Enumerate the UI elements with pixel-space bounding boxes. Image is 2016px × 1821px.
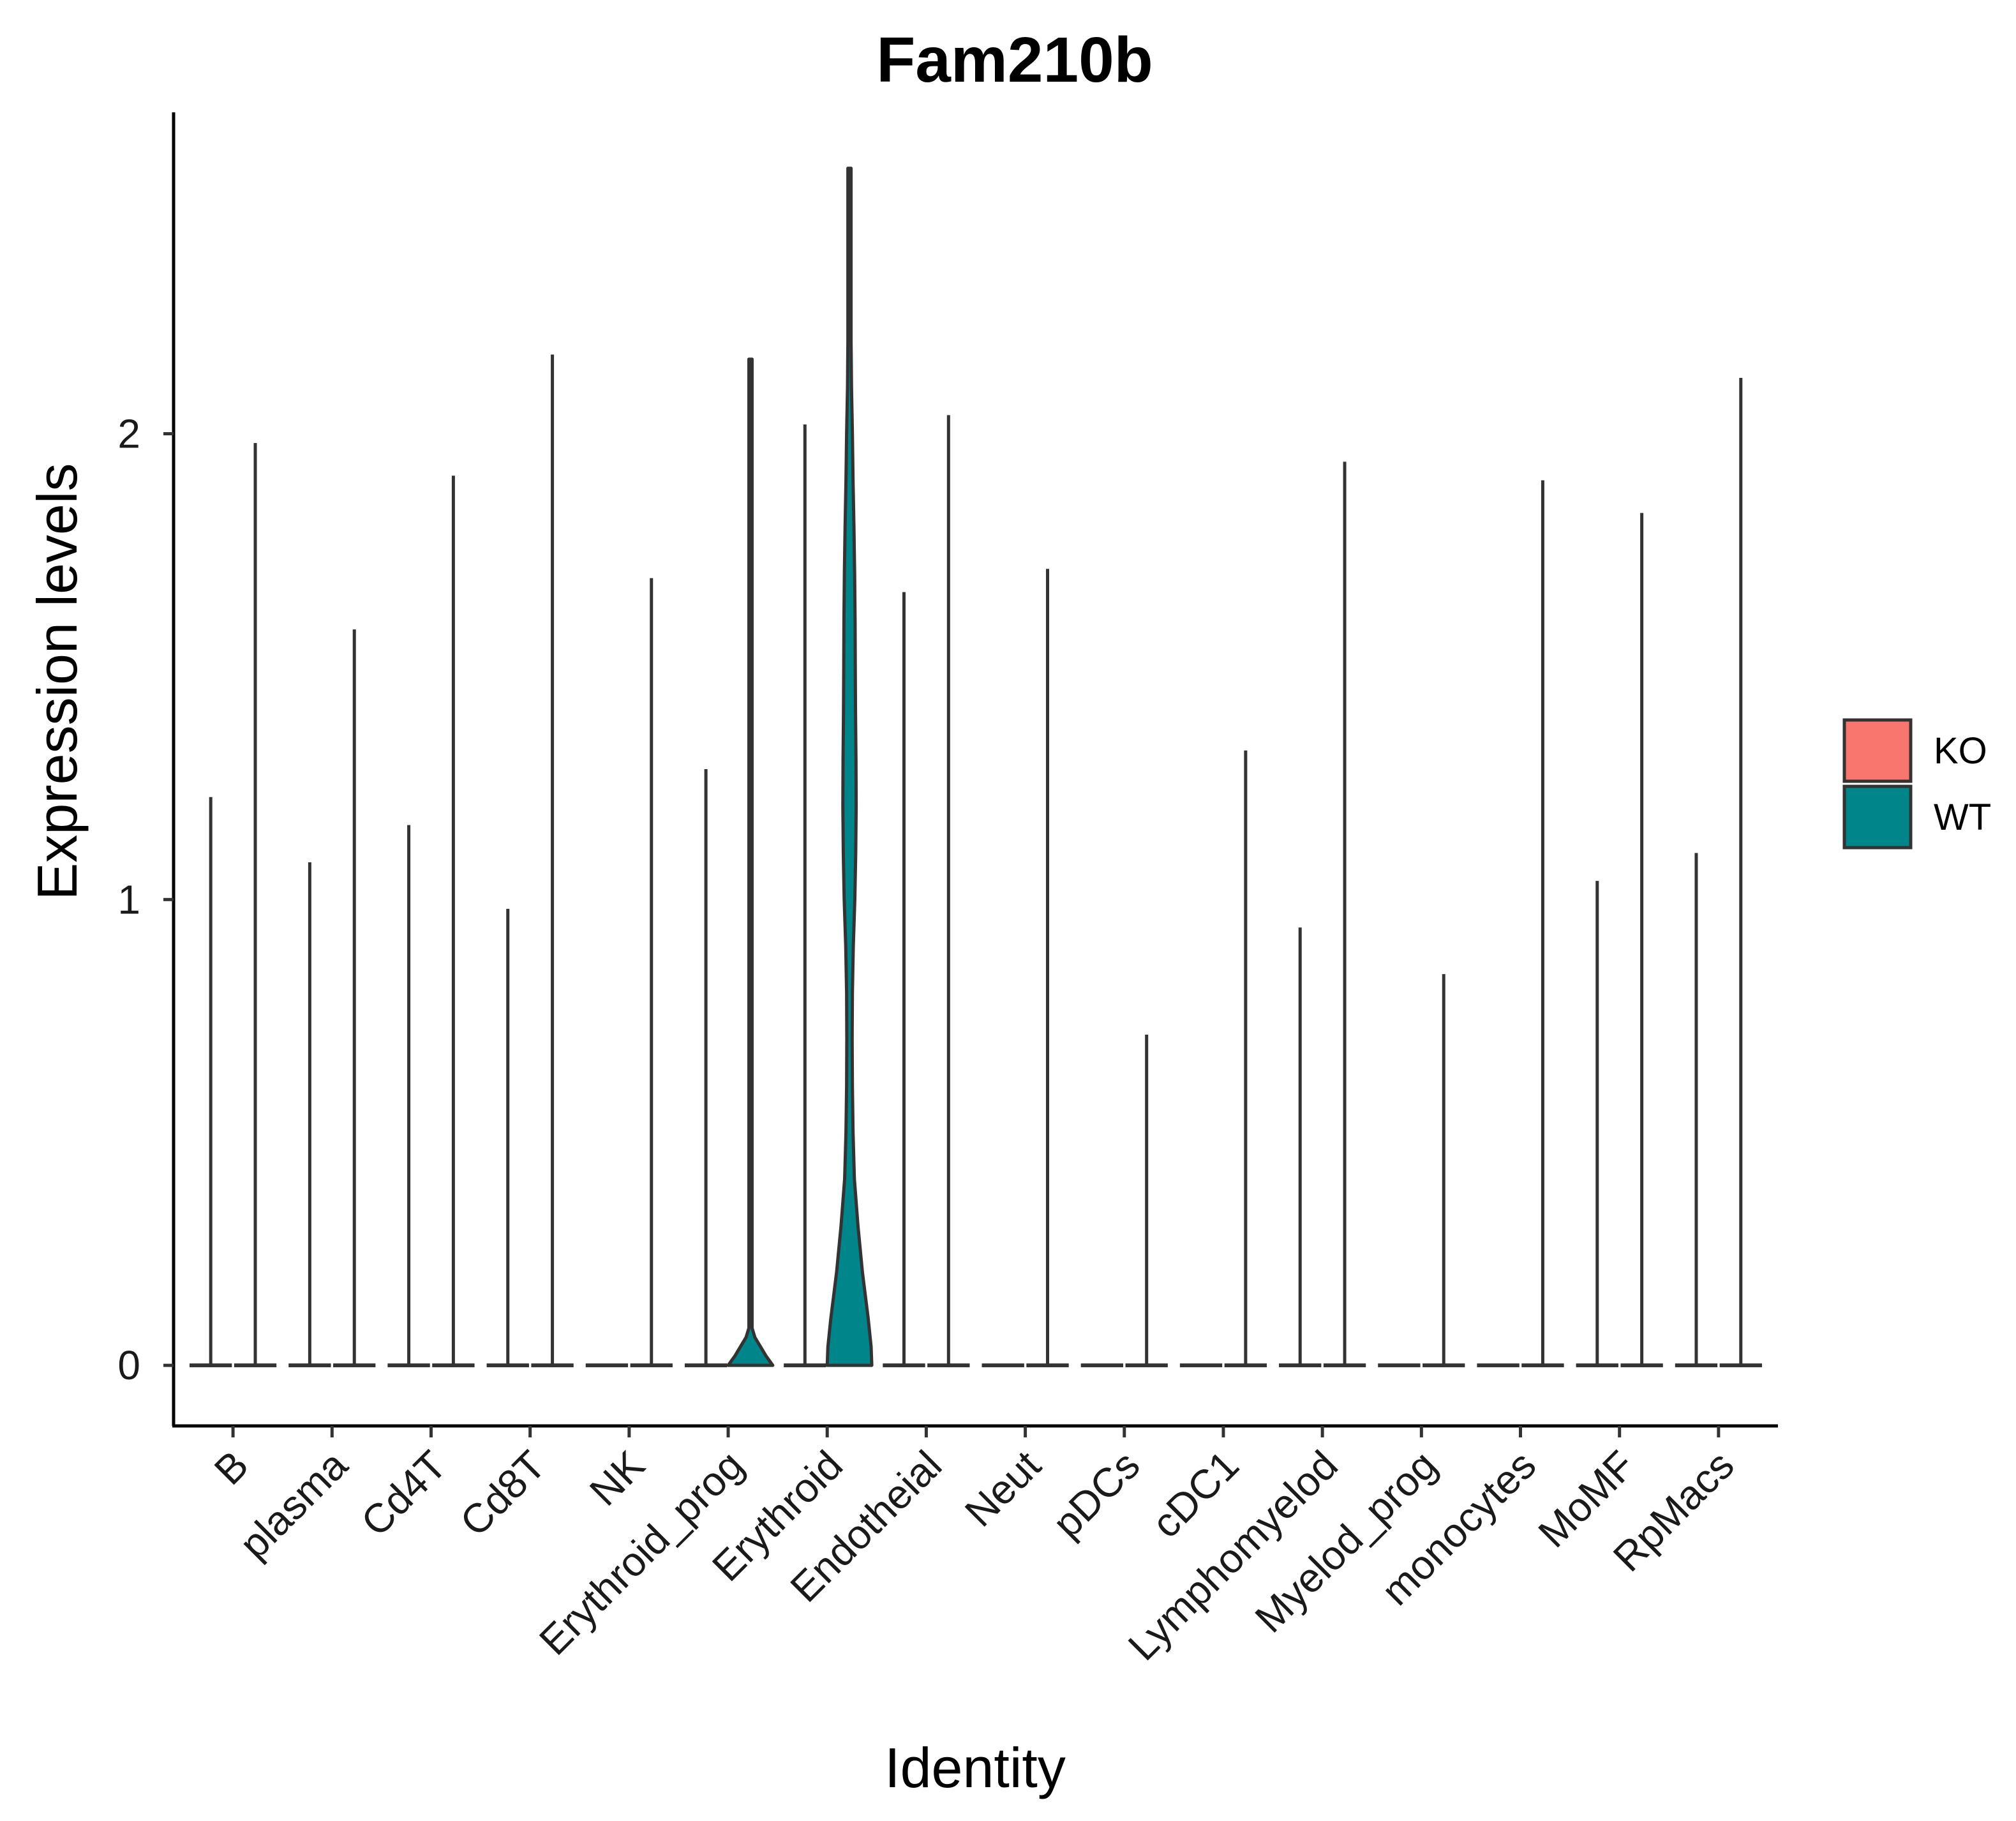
violin-wt-erythroid-prog	[726, 357, 775, 1367]
legend-label-ko: KO	[1934, 730, 1987, 772]
y-axis-title: Expression levels	[26, 463, 89, 901]
x-tick-label: Cd4T	[352, 1442, 456, 1545]
legend-key-ko	[1842, 718, 1913, 783]
x-tick-label: NK	[581, 1442, 653, 1515]
y-axis-ticks: 0 1 2	[117, 411, 174, 1388]
legend-label-wt: WT	[1934, 797, 1991, 838]
y-tick-label: 0	[117, 1342, 140, 1388]
plot-area	[190, 167, 1762, 1368]
x-tick-label: pDCs	[1044, 1442, 1149, 1547]
legend: KO WT	[1842, 718, 1991, 850]
violin-wt-erythroid	[825, 167, 874, 1367]
x-tick-label: plasma	[230, 1442, 356, 1568]
legend-key-wt	[1842, 784, 1913, 850]
x-axis-title: Identity	[885, 1736, 1066, 1799]
x-tick-label: Cd8T	[451, 1442, 555, 1545]
y-tick-label: 1	[117, 876, 140, 922]
x-tick-label: Neut	[956, 1442, 1050, 1536]
x-tick-label: B	[205, 1442, 257, 1494]
y-tick-label: 2	[117, 411, 140, 457]
chart-title: Fam210b	[876, 24, 1153, 96]
